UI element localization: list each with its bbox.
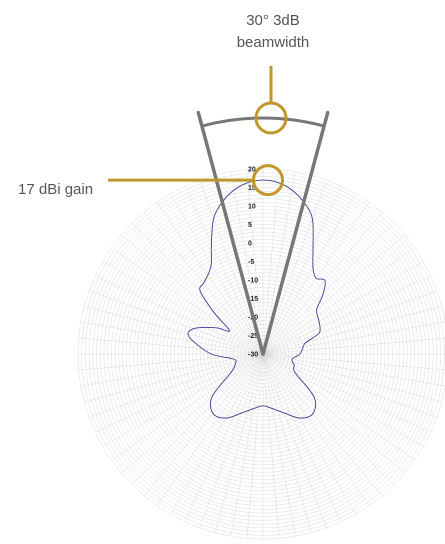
- grid-spoke: [262, 353, 415, 461]
- grid-spoke: [262, 180, 327, 355]
- grid-spoke: [262, 353, 312, 533]
- grid-spoke: [262, 193, 356, 355]
- beamwidth-annotation-line2: beamwidth: [236, 34, 310, 51]
- gain-callout-circle: [252, 164, 284, 197]
- beamwidth-annotation: 30° 3dB beamwidth: [218, 10, 328, 54]
- tick-label: -10: [248, 278, 258, 285]
- grid-spoke: [262, 353, 405, 474]
- beamwidth-callout-circle: [254, 101, 288, 135]
- beamwidth-edge-right: [261, 110, 330, 356]
- grid-spoke: [262, 353, 424, 447]
- grid-spoke: [78, 337, 264, 355]
- grid-spoke: [102, 353, 264, 447]
- grid-spoke: [246, 353, 264, 539]
- grid-spoke: [121, 234, 264, 355]
- grid-spoke: [132, 353, 264, 485]
- grid-spoke: [262, 321, 445, 355]
- grid-spoke: [230, 353, 264, 537]
- grid-spoke: [262, 169, 280, 355]
- annotation-callouts: [108, 66, 288, 197]
- grid-spoke: [84, 353, 264, 403]
- grid-spoke: [262, 353, 280, 539]
- grid-spoke: [111, 353, 264, 461]
- grid-spoke: [80, 321, 264, 355]
- beamwidth-annotation-line1: 30° 3dB: [246, 12, 300, 29]
- grid-spoke: [262, 275, 431, 355]
- grid-spoke: [246, 169, 264, 355]
- grid-spoke: [262, 353, 296, 537]
- grid-spoke: [262, 261, 424, 355]
- grid-spoke: [121, 353, 264, 474]
- grid-spoke: [132, 223, 264, 355]
- grid-spoke: [95, 353, 264, 433]
- grid-spoke: [143, 353, 264, 496]
- tick-label: 0: [248, 241, 252, 248]
- grid-spoke: [262, 247, 415, 355]
- grid-spoke: [262, 186, 342, 355]
- grid-spoke: [262, 353, 445, 387]
- grid-spoke: [102, 261, 264, 355]
- grid-spoke: [95, 275, 264, 355]
- grid-spoke: [89, 290, 264, 355]
- grid-spoke: [262, 305, 442, 355]
- tick-label: 15: [248, 185, 256, 192]
- grid-spoke: [262, 212, 383, 355]
- grid-spoke: [89, 353, 264, 418]
- grid-spoke: [262, 353, 370, 506]
- grid-spoke: [230, 171, 264, 355]
- grid-spoke: [184, 186, 264, 355]
- grid-spoke: [156, 202, 264, 355]
- tick-label: 10: [248, 204, 256, 211]
- grid-spoke: [262, 353, 327, 528]
- grid-spoke: [111, 247, 264, 355]
- tick-label: 20: [248, 167, 256, 174]
- grid-spoke: [262, 234, 405, 355]
- beamwidth-arc: [201, 116, 325, 128]
- grid-spoke: [84, 305, 264, 355]
- grid-spoke: [262, 171, 296, 355]
- tick-label: -30: [248, 352, 258, 359]
- radiation-pattern-line: [187, 179, 326, 419]
- grid-spoke: [262, 353, 342, 522]
- beamwidth-edge-left: [196, 110, 265, 356]
- grid-spoke: [262, 223, 394, 355]
- grid-spoke: [184, 353, 264, 522]
- grid-spoke: [199, 180, 264, 355]
- grid-spoke: [80, 353, 264, 387]
- beamwidth-wedge: [196, 110, 330, 356]
- grid-spoke: [262, 353, 437, 418]
- tick-label: -15: [248, 296, 258, 303]
- grid-spokes: [78, 169, 445, 539]
- grid-spoke: [262, 353, 383, 496]
- tick-label: -25: [248, 333, 258, 340]
- tick-label: 5: [248, 222, 252, 229]
- grid-spoke: [262, 353, 445, 371]
- grid-spoke: [78, 353, 264, 371]
- grid-spoke: [170, 353, 264, 515]
- grid-spoke: [214, 353, 264, 533]
- grid-spoke: [156, 353, 264, 506]
- grid-spoke: [262, 353, 394, 485]
- grid-spoke: [199, 353, 264, 528]
- grid-spoke: [262, 353, 442, 403]
- tick-label: -5: [248, 259, 254, 266]
- grid-spoke: [262, 337, 445, 355]
- grid-spoke: [262, 353, 356, 515]
- gain-annotation: 17 dBi gain: [18, 181, 94, 198]
- grid-spoke: [262, 353, 431, 433]
- grid-spoke: [262, 290, 437, 355]
- grid-spoke: [170, 193, 264, 355]
